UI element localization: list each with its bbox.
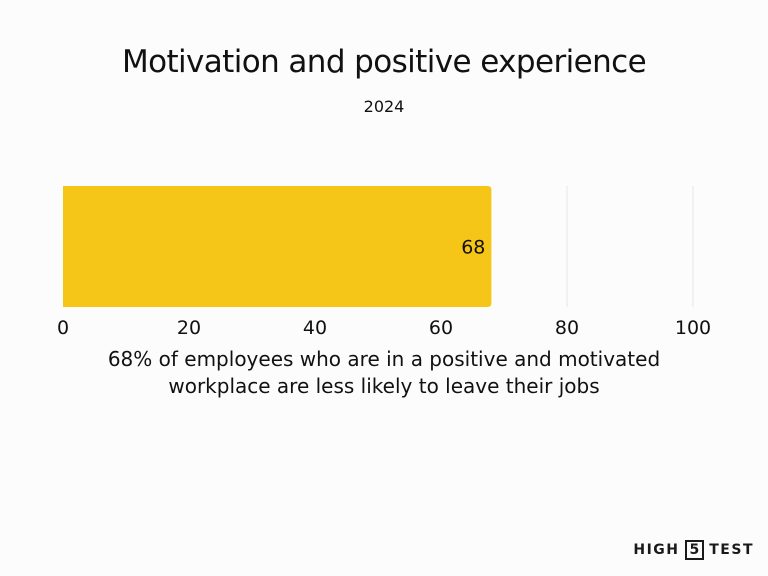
x-tick-label-0: 0 <box>57 317 69 339</box>
x-tick-label-60: 60 <box>429 317 453 339</box>
x-axis-label-line-1: 68% of employees who are in a positive a… <box>107 347 661 371</box>
brand-logo-box: 5 <box>684 540 705 560</box>
x-tick-label-100: 100 <box>675 317 711 339</box>
brand-logo-left: HIGH <box>633 542 680 558</box>
x-axis-label: 68% of employees who are in a positive a… <box>0 346 768 400</box>
x-tick-label-40: 40 <box>303 317 327 339</box>
x-tick-label-80: 80 <box>555 317 579 339</box>
chart-subtitle: 2024 <box>363 97 405 116</box>
brand-logo-right: TEST <box>709 542 754 558</box>
bar-0 <box>63 186 492 307</box>
data-label-0: 68 <box>461 237 485 259</box>
x-tick-label-20: 20 <box>177 317 201 339</box>
brand-logo: HIGH 5 TEST <box>633 540 754 560</box>
x-axis-label-line-2: workplace are less likely to leave their… <box>168 374 600 398</box>
chart-title: Motivation and positive experience <box>121 44 647 80</box>
